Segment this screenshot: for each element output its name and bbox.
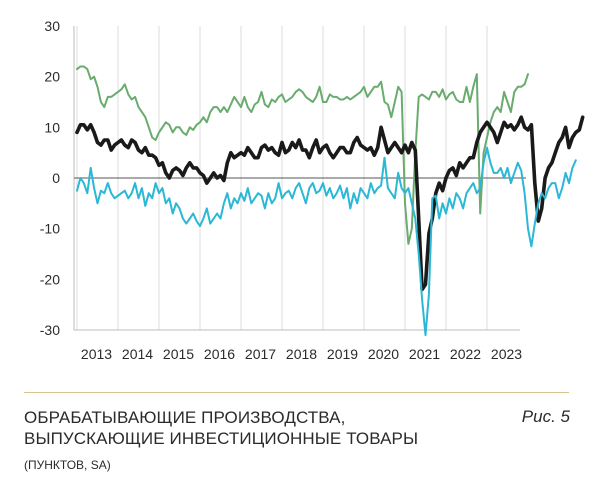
y-tick-label: 0 [52,170,60,186]
chart-series [75,65,585,337]
x-tick-label: 2013 [81,346,112,362]
y-tick-labels: 30 20 10 0 -10 -20 -30 [40,18,60,338]
x-tick-label: 2022 [450,346,481,362]
x-tick-label: 2020 [368,346,399,362]
y-tick-label: -30 [40,322,60,338]
x-tick-label: 2023 [491,346,522,362]
x-tick-label: 2019 [327,346,358,362]
y-tick-label: 10 [44,119,60,135]
y-tick-label: -10 [40,221,60,237]
x-tick-label: 2016 [204,346,235,362]
y-tick-label: -20 [40,271,60,287]
figure-title-line-2: ВЫПУСКАЮЩИЕ ИНВЕСТИЦИОННЫЕ ТОВАРЫ [24,429,419,448]
figure-title: ОБРАБАТЫВАЮЩИЕ ПРОИЗВОДСТВА, ВЫПУСКАЮЩИЕ… [24,407,464,449]
chart-axes [73,26,526,331]
figure-subtitle: (ПУНКТОВ, SA) [24,458,111,472]
series-line-3 [76,146,577,337]
figure-title-line-1: ОБРАБАТЫВАЮЩИЕ ПРОИЗВОДСТВА, [24,408,346,427]
series-line-2 [75,115,585,292]
series-line-1 [76,65,529,245]
x-tick-label: 2014 [122,346,153,362]
x-tick-label: 2017 [245,346,276,362]
caption-divider [24,392,569,393]
y-tick-label: 20 [44,69,60,85]
y-tick-label: 30 [44,18,60,34]
x-tick-label: 2018 [286,346,317,362]
figure-number-label: Рис. 5 [521,407,570,426]
x-tick-label: 2021 [409,346,440,362]
x-tick-labels: 2013 2014 2015 2016 2017 2018 2019 2020 2021 2022… [81,346,522,362]
x-tick-label: 2015 [163,346,194,362]
